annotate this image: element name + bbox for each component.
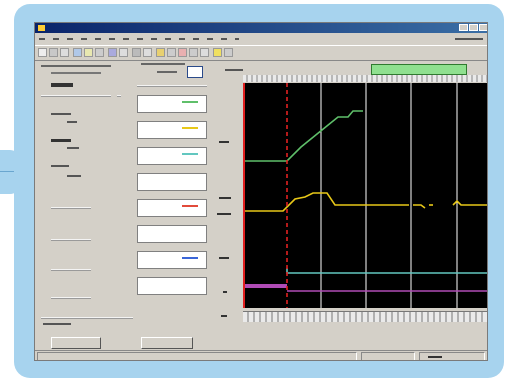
legend-swatch-red [182,205,198,207]
tool-button[interactable] [73,48,82,57]
divider [51,239,91,241]
frame-connector [0,171,14,172]
divider [117,95,121,97]
legend-swatch-cyan [182,153,198,155]
tool-button[interactable] [95,48,104,57]
trace-yellow [243,192,409,212]
divider [51,269,91,271]
label-mark [51,139,71,142]
tool-button[interactable] [84,48,93,57]
label-mark [43,323,71,325]
signal-item-cyan[interactable] [137,147,207,165]
frame-tab [0,150,20,194]
label-mark [51,113,71,115]
label-mark [67,175,81,177]
label-mark [67,121,77,123]
horizontal-scrollbar[interactable] [243,311,487,322]
close-icon[interactable] [479,24,487,31]
trace-magenta-block [243,284,287,288]
tool-button[interactable] [213,48,222,57]
oscilloscope-plot[interactable] [243,83,487,308]
y-label-mark [219,257,229,259]
tool-button[interactable] [143,48,152,57]
trace-green [243,110,363,162]
signal-item-yellow[interactable] [137,121,207,139]
status-bar [35,350,487,360]
signal-item-green[interactable] [137,95,207,113]
menu-right[interactable] [455,38,483,40]
legend-swatch-green [182,101,198,103]
panel-button-left[interactable] [51,337,101,349]
tool-button[interactable] [60,48,69,57]
status-cell [419,352,485,360]
y-label-mark [221,315,227,317]
divider [137,85,207,87]
status-cell [361,352,415,360]
header-mark [41,65,111,67]
signal-item-blue[interactable] [137,251,207,269]
tool-button[interactable] [167,48,176,57]
status-mark [428,356,442,358]
minimize-icon[interactable] [459,24,468,31]
trace-yellow-tail [452,199,487,206]
signal-item-white-2[interactable] [137,225,207,243]
trace-svg [243,83,487,308]
label-mark [51,83,73,87]
tool-button[interactable] [178,48,187,57]
application-window [34,22,488,361]
status-cell [37,352,357,360]
maximize-icon[interactable] [469,24,478,31]
divider [51,207,91,209]
tool-button[interactable] [38,48,47,57]
label-mark [67,147,79,149]
tool-button[interactable] [132,48,141,57]
y-label-mark [219,197,231,199]
tool-button[interactable] [189,48,198,57]
signal-item-red[interactable] [137,199,207,217]
legend-swatch-yellow [182,127,198,129]
monitor-icon[interactable] [187,66,203,78]
header-mark [141,63,185,65]
left-panel [37,61,135,351]
tool-button[interactable] [108,48,117,57]
divider [51,297,91,299]
time-ruler-top [243,75,487,82]
title-bar [35,23,487,33]
tool-button[interactable] [200,48,209,57]
signal-list [137,61,209,351]
plot-area [213,61,487,353]
legend-swatch-blue [182,257,198,259]
panel-button-mid[interactable] [141,337,193,349]
tool-button[interactable] [119,48,128,57]
divider [41,95,111,97]
tool-button[interactable] [224,48,233,57]
tool-button[interactable] [49,48,58,57]
y-label-mark [217,213,231,215]
signal-item-white-3[interactable] [137,277,207,295]
y-label-mark [219,141,229,143]
trace-cyan [286,268,487,274]
plot-header-mark [225,69,243,71]
label-mark [51,165,69,167]
signal-item-white[interactable] [137,173,207,191]
y-label-mark [223,291,227,293]
header-mark [157,71,177,73]
toolbar [35,45,487,61]
trace-yellow-tail [413,204,426,209]
app-icon [38,25,45,31]
divider [41,317,133,319]
menu-items[interactable] [39,38,239,40]
menu-bar [35,34,487,44]
status-indicator [371,64,467,75]
tool-button[interactable] [156,48,165,57]
header-mark [51,72,101,74]
